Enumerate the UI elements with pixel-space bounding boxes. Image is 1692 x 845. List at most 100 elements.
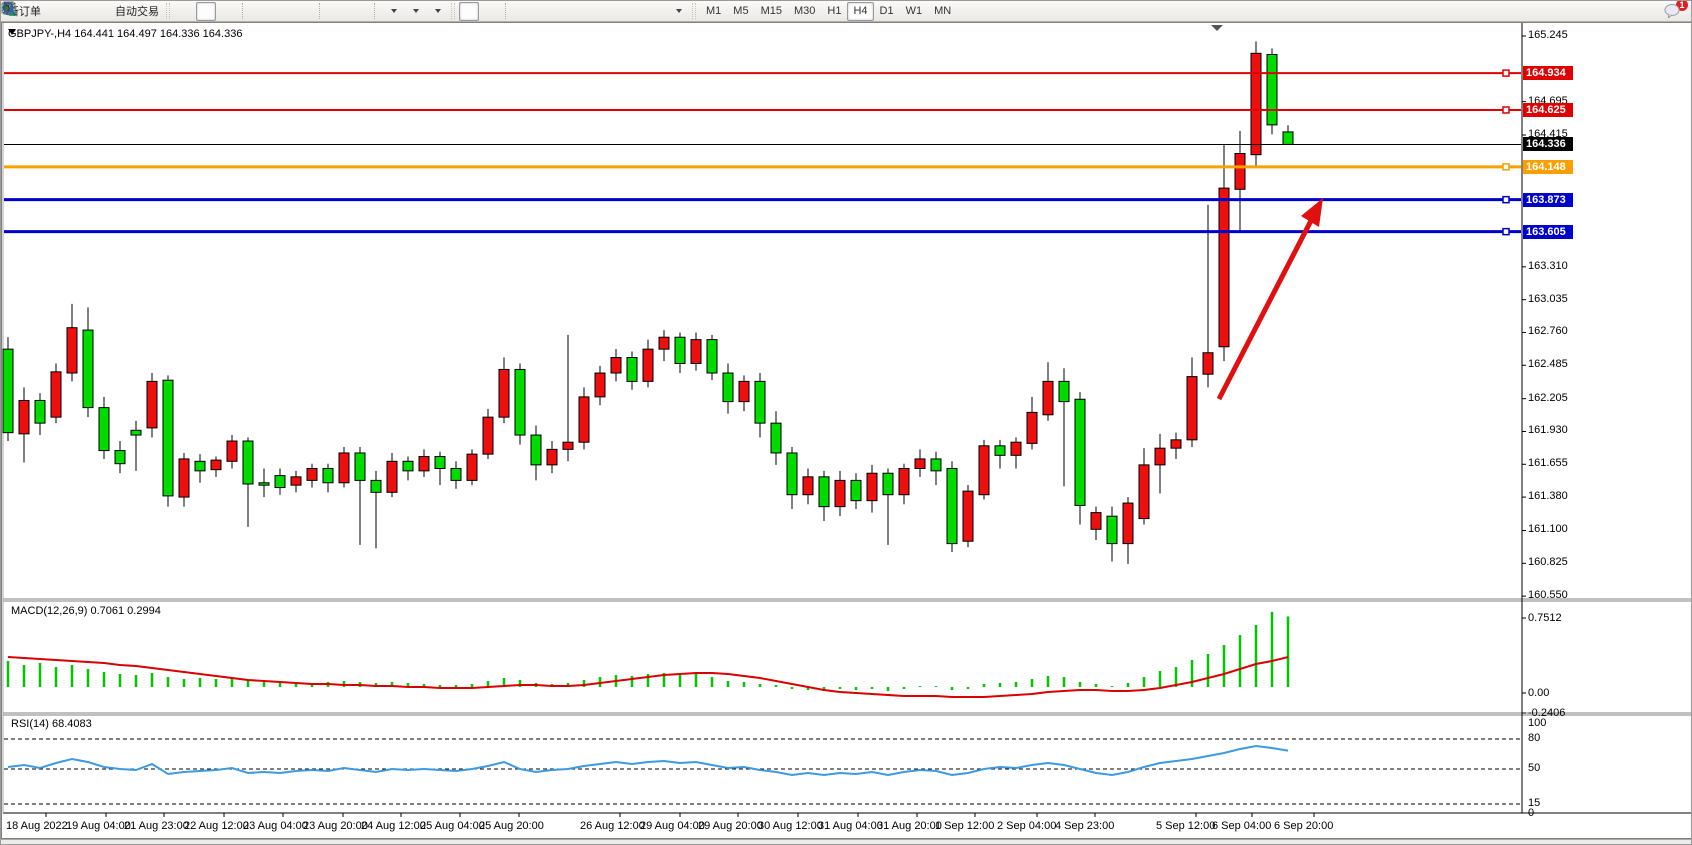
hline-handle[interactable] xyxy=(1502,163,1510,171)
timeframe-button-H4[interactable]: H4 xyxy=(847,1,874,21)
notifications-button[interactable]: 1 xyxy=(1663,1,1688,21)
price-axis-label: 163.035 xyxy=(1528,292,1568,305)
price-badge-164.336: 164.336 xyxy=(1523,137,1573,152)
chat-bubble-icon xyxy=(1664,3,1680,18)
toolbar: 新订单 自动交易 E F A T xyxy=(1,1,1691,22)
chart-window[interactable]: GBPJPY-,H4 164.441 164.497 164.336 164.3… xyxy=(1,22,1691,839)
timeframe-button-D1[interactable]: D1 xyxy=(879,5,894,17)
dropdown-caret xyxy=(676,9,682,13)
panel-borders xyxy=(2,23,1691,814)
timeframe-button-M15[interactable]: M15 xyxy=(760,5,782,17)
time-axis-label: 2 Sep 04:00 xyxy=(997,820,1057,832)
time-axis-label: 6 Sep 04:00 xyxy=(1212,820,1272,832)
rsi-line xyxy=(7,744,1289,777)
rsi-axis-label: 15 xyxy=(1528,797,1541,809)
timeframe-group: M1 M5 M15 M30 H1 H4 D1 W1 MN xyxy=(700,1,957,21)
dropdown-caret xyxy=(391,9,397,13)
price-badge-164.625: 164.625 xyxy=(1523,102,1573,117)
notification-badge: 1 xyxy=(1676,1,1688,11)
time-axis-label: 1 Sep 12:00 xyxy=(935,820,995,832)
time-axis-label: 6 Sep 20:00 xyxy=(1274,820,1334,832)
price-axis-label: 162.485 xyxy=(1528,358,1568,371)
price-axis-label: 161.380 xyxy=(1528,490,1568,503)
macd-panel xyxy=(6,611,1290,698)
label-tool-button[interactable]: T xyxy=(1,2,666,21)
new-order-label: 新订单 xyxy=(8,6,41,18)
time-axis-label: 25 Aug 04:00 xyxy=(420,820,485,832)
time-axis-label: 29 Aug 04:00 xyxy=(640,820,705,832)
rsi-axis-label: 80 xyxy=(1528,732,1541,744)
time-axis-label: 25 Aug 20:00 xyxy=(479,820,544,832)
toolbar-separator xyxy=(374,3,379,19)
toolbar-grip xyxy=(692,3,696,19)
rsi-axis-label: 100 xyxy=(1528,717,1547,729)
macd-axis-label: -0.2406 xyxy=(1528,707,1566,719)
price-axis-label: 160.550 xyxy=(1528,589,1568,602)
toolbar-grip xyxy=(166,3,170,19)
price-axis-label: 163.310 xyxy=(1528,259,1568,272)
price-axis-label: 161.930 xyxy=(1528,424,1568,437)
time-axis-label: 22 Aug 12:00 xyxy=(184,820,249,832)
window-bottom-edge xyxy=(1,839,1691,844)
hline-handle[interactable] xyxy=(1502,227,1510,236)
time-axis-label: 26 Aug 12:00 xyxy=(580,820,645,832)
time-axis-label: 4 Sep 23:00 xyxy=(1055,820,1115,832)
hline-handle[interactable] xyxy=(1502,106,1510,114)
candlesticks xyxy=(2,41,1294,564)
timeframe-button-M1[interactable]: M1 xyxy=(706,5,722,17)
text-label-icon: T xyxy=(1,2,16,14)
auto-trading-label: 自动交易 xyxy=(115,6,159,18)
toolbar-separator xyxy=(242,3,247,19)
time-axis-label: 19 Aug 04:00 xyxy=(66,820,131,832)
macd-axis-label: 0.00 xyxy=(1528,687,1550,699)
price-axis-label: 161.100 xyxy=(1528,523,1568,536)
collapse-arrow-icon xyxy=(8,29,16,35)
time-axis-label: 21 Aug 23:00 xyxy=(124,820,189,832)
time-axis-label: 31 Aug 20:00 xyxy=(877,820,942,832)
toolbar-separator xyxy=(319,3,324,19)
trend-arrow[interactable] xyxy=(1216,198,1323,401)
rsi-axis-label: 0 xyxy=(1528,807,1535,819)
price-axis-label: 165.245 xyxy=(1528,29,1568,41)
price-badge-163.873: 163.873 xyxy=(1523,192,1573,207)
timeframe-button-W1[interactable]: W1 xyxy=(905,5,923,17)
price-axis-label: 162.205 xyxy=(1528,391,1568,404)
svg-text:T: T xyxy=(6,4,12,14)
hline-handle[interactable] xyxy=(1502,69,1510,77)
macd-label: MACD(12,26,9) 0.7061 0.2994 xyxy=(11,605,161,617)
time-axis-label: 29 Aug 20:00 xyxy=(698,820,763,832)
time-axis-label: 30 Aug 12:00 xyxy=(758,820,823,832)
time-axis-label: 31 Aug 04:00 xyxy=(818,820,883,832)
time-axis-label: 23 Aug 20:00 xyxy=(303,820,368,832)
time-axis-label: 23 Aug 04:00 xyxy=(243,820,308,832)
timeframe-button-M5[interactable]: M5 xyxy=(733,5,749,17)
search-icon xyxy=(2,2,17,17)
time-axis-label: 5 Sep 12:00 xyxy=(1156,820,1216,832)
price-lines xyxy=(4,69,1521,236)
rsi-label: RSI(14) 68.4083 xyxy=(11,718,92,730)
toolbar-separator xyxy=(505,3,510,19)
rsi-axis-label: 50 xyxy=(1528,762,1541,774)
price-badge-164.934: 164.934 xyxy=(1523,66,1573,81)
timeframe-button-H1[interactable]: H1 xyxy=(827,5,842,17)
dropdown-caret xyxy=(413,9,419,13)
time-axis-label: 18 Aug 2022 xyxy=(6,820,68,832)
dropdown-caret xyxy=(435,9,441,13)
symbol-label: GBPJPY-,H4 164.441 164.497 164.336 164.3… xyxy=(8,28,243,40)
toolbar-grip xyxy=(451,3,455,19)
timeframe-button-M30[interactable]: M30 xyxy=(793,5,816,17)
price-badge-164.148: 164.148 xyxy=(1523,159,1573,174)
rsi-panel xyxy=(4,738,1522,805)
price-axis-label: 160.825 xyxy=(1528,556,1568,569)
axis-ticks xyxy=(45,35,1526,817)
macd-axis-label: 0.7512 xyxy=(1528,612,1562,624)
price-axis-label: 161.655 xyxy=(1528,457,1568,470)
hline-handle[interactable] xyxy=(1502,195,1510,204)
time-axis-label: 24 Aug 12:00 xyxy=(361,820,426,832)
search-button[interactable] xyxy=(2,2,1657,21)
macd-signal-line xyxy=(7,656,1289,698)
chart-shift-marker[interactable] xyxy=(1211,25,1223,31)
timeframe-button-MN[interactable]: MN xyxy=(934,5,952,17)
